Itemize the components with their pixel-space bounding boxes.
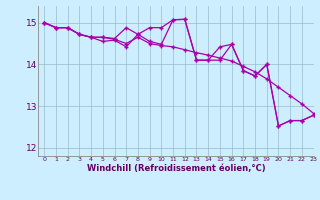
X-axis label: Windchill (Refroidissement éolien,°C): Windchill (Refroidissement éolien,°C) bbox=[87, 164, 265, 173]
